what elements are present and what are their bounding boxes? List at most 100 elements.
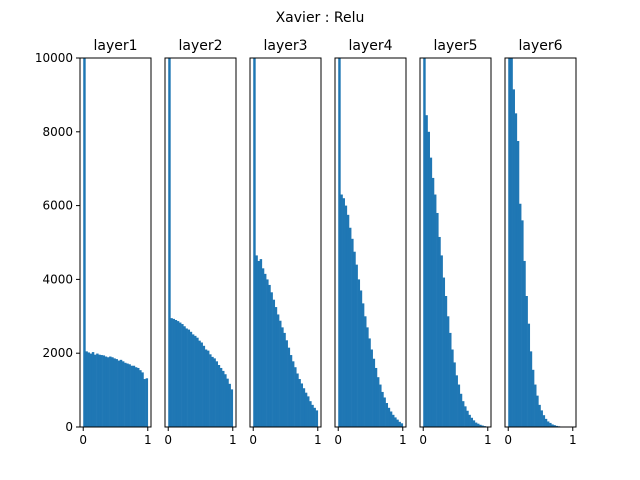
histogram-bar: [387, 407, 391, 427]
histogram-bar: [261, 268, 265, 427]
histogram-bars: [83, 58, 149, 427]
histogram-bar: [266, 279, 269, 427]
histogram-bar: [455, 375, 458, 427]
x-tick-label: 1: [229, 433, 237, 447]
x-tick-label: 1: [314, 433, 322, 447]
histogram-bar: [139, 370, 142, 427]
histogram-bar: [198, 340, 201, 427]
histogram-bar: [128, 364, 131, 427]
histogram-bar: [93, 354, 97, 427]
histogram-bar: [185, 328, 188, 427]
histogram-bar: [228, 383, 231, 427]
histogram-bar: [479, 424, 482, 427]
histogram-bar: [187, 329, 191, 427]
histogram-bar: [346, 214, 350, 427]
y-tick-label: 8000: [42, 125, 73, 139]
histogram-bar: [468, 414, 471, 427]
histogram-bar: [446, 316, 450, 427]
x-tick-label: 0: [249, 433, 257, 447]
histogram-bar: [89, 353, 93, 427]
histogram-bar: [213, 358, 216, 427]
histogram-bar: [285, 340, 288, 427]
histogram-bar: [115, 359, 118, 427]
histogram-bar: [461, 401, 465, 427]
histogram-bar: [194, 335, 197, 427]
histogram-bar: [525, 296, 528, 427]
histogram-bar: [389, 411, 393, 427]
histogram-bar: [196, 337, 199, 427]
histogram-bar: [357, 279, 361, 427]
histogram-bar: [353, 251, 356, 427]
histogram-bar: [83, 58, 86, 427]
histogram-bar: [444, 296, 448, 427]
axes-frame: [504, 57, 577, 428]
histogram-bar: [453, 362, 456, 427]
histogram-bar: [508, 58, 511, 427]
figure-title: Xavier : Relu: [276, 10, 365, 26]
histogram-bar: [145, 378, 149, 427]
histogram-bar: [104, 356, 108, 427]
histogram-bar: [553, 425, 556, 427]
histogram-bars: [508, 58, 574, 428]
histogram-bar: [119, 359, 123, 427]
histogram-bar: [423, 58, 426, 427]
histogram-bar: [87, 352, 90, 427]
histogram-bar: [230, 389, 234, 427]
histogram-bar: [359, 290, 363, 427]
histogram-bar: [313, 407, 316, 427]
histogram-bar: [141, 372, 144, 427]
histogram-bar: [206, 350, 210, 427]
histogram-bar: [538, 404, 541, 427]
subplot-title: layer4: [348, 38, 392, 54]
histogram-bar: [132, 365, 136, 427]
histogram-bar: [521, 220, 524, 427]
histogram-bar: [253, 58, 256, 427]
histogram-bar: [191, 334, 195, 427]
x-tick-label: 0: [504, 433, 512, 447]
histogram-bar: [307, 396, 310, 427]
x-tick-label: 1: [569, 433, 577, 447]
histogram-bar: [442, 277, 446, 427]
y-tick-label: 0: [65, 420, 73, 434]
histogram-bar: [381, 391, 384, 427]
histogram-bar: [255, 255, 258, 427]
histogram-bar: [542, 415, 546, 427]
histogram-bar: [291, 361, 295, 427]
histogram-bars: [423, 58, 489, 428]
subplot-title: layer6: [518, 38, 562, 54]
histogram-bar: [181, 324, 184, 427]
histogram-bar: [298, 379, 301, 427]
histogram-bar: [516, 141, 520, 427]
y-tick-label: 6000: [42, 199, 73, 213]
x-tick-label: 1: [484, 433, 492, 447]
histogram-bar: [510, 58, 513, 427]
histogram-bar: [544, 418, 548, 427]
histogram-bar: [170, 318, 173, 427]
histogram-bar: [433, 194, 437, 427]
subplot-title: layer3: [263, 38, 307, 54]
histogram-bar: [222, 370, 225, 427]
subplot-title: layer1: [93, 38, 137, 54]
histogram-bar: [219, 367, 223, 427]
histogram-bar: [102, 355, 106, 427]
histogram-bar: [372, 358, 376, 427]
histogram-bar: [385, 403, 389, 427]
histogram-bar: [311, 404, 314, 427]
histogram-bar: [457, 384, 461, 427]
histogram-bar: [300, 383, 304, 427]
y-tick-label: 10000: [35, 51, 73, 65]
histogram-bar: [121, 361, 125, 427]
histogram-bar: [436, 212, 439, 427]
histogram-bar: [355, 264, 358, 427]
histogram-bar: [338, 58, 341, 427]
histogram-bar: [396, 419, 399, 427]
histogram-bar: [137, 367, 140, 427]
histogram-bar: [209, 354, 212, 427]
histogram-bar: [130, 365, 134, 427]
histogram-bar: [366, 327, 369, 427]
histogram-bar: [96, 353, 99, 427]
histogram-bar: [466, 410, 469, 427]
histogram-bar: [143, 379, 146, 427]
histogram-bar: [100, 355, 103, 427]
